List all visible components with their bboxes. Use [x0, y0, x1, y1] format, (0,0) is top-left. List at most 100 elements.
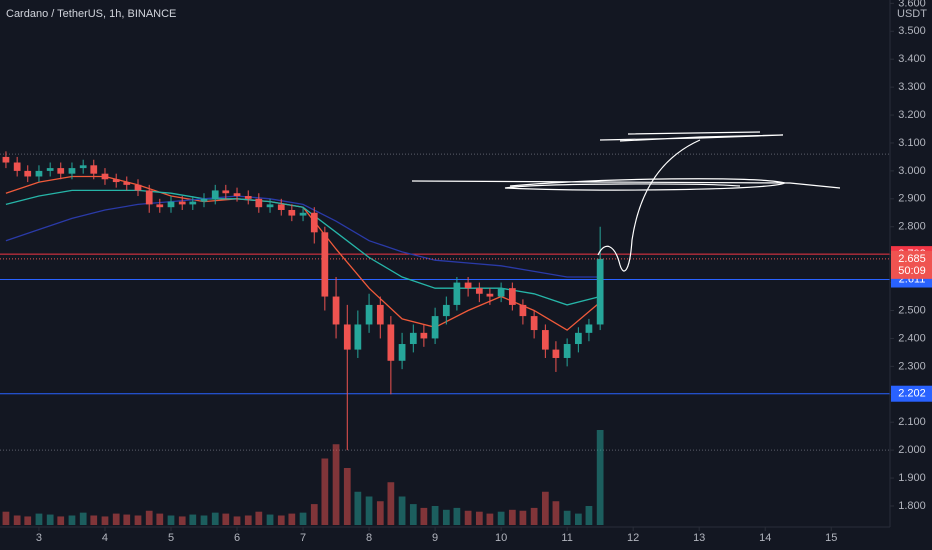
- candle-body: [112, 179, 120, 183]
- y-tick-label: 2.400: [898, 332, 926, 344]
- volume-bar: [277, 515, 285, 525]
- volume-bar: [596, 430, 604, 525]
- candle-body: [101, 173, 109, 180]
- candle-body: [288, 209, 296, 216]
- candle-body: [365, 304, 373, 325]
- x-tick-label: 7: [300, 532, 306, 544]
- candle-body: [35, 170, 43, 177]
- y-tick-label: 3.500: [898, 25, 926, 37]
- moving-average: [5, 195, 601, 278]
- level-tag: [891, 385, 932, 402]
- volume-bar: [101, 516, 109, 525]
- projection: [597, 139, 701, 272]
- volume-bar: [332, 444, 340, 525]
- candle-body: [354, 324, 362, 350]
- volume-bar: [112, 513, 120, 525]
- candle-body: [475, 288, 483, 294]
- volume-bar: [575, 513, 582, 525]
- candle-body: [145, 190, 153, 205]
- candle-body: [387, 324, 395, 361]
- x-tick-label: 10: [495, 532, 507, 544]
- candle-body: [453, 282, 461, 305]
- x-tick-label: 13: [693, 532, 705, 544]
- x-tick-label: 9: [432, 532, 438, 544]
- y-tick-label: 2.800: [898, 221, 926, 233]
- scribble: [411, 178, 841, 191]
- candle-body: [376, 304, 384, 325]
- y-tick-label: 2.000: [898, 444, 926, 456]
- volume-bar: [475, 511, 483, 525]
- candle-body: [321, 232, 329, 297]
- volume-bar: [255, 511, 263, 525]
- volume-bar: [453, 507, 461, 525]
- volume-bar: [541, 491, 549, 525]
- currency: USDT: [897, 8, 927, 20]
- volume-bar: [563, 510, 571, 525]
- volume-bar: [79, 512, 87, 525]
- volume-bar: [211, 512, 219, 525]
- candle-body: [244, 196, 252, 199]
- candle-body: [431, 316, 439, 339]
- candle-body: [585, 324, 593, 333]
- volume-bar: [244, 515, 252, 525]
- volume-bar: [365, 496, 373, 525]
- volume-bar: [299, 512, 307, 525]
- last-price-label: 2.685: [898, 253, 926, 265]
- plot: [0, 151, 890, 525]
- candle-body: [519, 304, 527, 317]
- candle-body: [46, 168, 54, 171]
- volume-bar: [167, 515, 175, 525]
- candle-body: [156, 204, 164, 208]
- volume-bar: [266, 514, 274, 525]
- x-tick-label: 11: [561, 532, 572, 544]
- volume-bar: [68, 515, 76, 525]
- candle-body: [409, 332, 417, 345]
- volume-bar: [508, 509, 516, 525]
- volume-bar: [178, 516, 186, 525]
- candle-body: [13, 162, 21, 171]
- volume-bar: [123, 514, 131, 525]
- volume-bar: [442, 509, 450, 525]
- x-tick-label: 8: [366, 532, 372, 544]
- y-tick-label: 1.800: [898, 500, 926, 512]
- candle-body: [398, 344, 406, 361]
- y-tick-label: 2.300: [898, 360, 926, 372]
- volume-bar: [519, 510, 527, 525]
- y-tick-label: 1.900: [898, 472, 926, 484]
- candle-body: [310, 212, 318, 233]
- volume-bar: [222, 513, 230, 525]
- candle-body: [486, 293, 494, 297]
- level-label: 2.202: [898, 388, 926, 400]
- y-tick-label: 3.000: [898, 165, 926, 177]
- candle-body: [508, 288, 516, 305]
- candle-body: [266, 204, 274, 208]
- volume-bar: [376, 501, 384, 525]
- drawings: [411, 131, 841, 272]
- x-tick-label: 5: [168, 532, 174, 544]
- volume-bar: [200, 515, 208, 525]
- candle-body: [233, 193, 241, 197]
- candle-body: [299, 212, 307, 216]
- candle-body: [178, 201, 186, 205]
- y-tick-label: 3.400: [898, 53, 926, 65]
- volume-bar: [387, 482, 395, 525]
- candle-body: [189, 201, 197, 205]
- candle-body: [541, 330, 549, 350]
- volume-bar: [420, 507, 428, 525]
- volume-bar: [585, 506, 593, 525]
- volume-bar: [486, 513, 494, 525]
- candle-body: [222, 190, 230, 194]
- y-tick-label: 3.200: [898, 109, 926, 121]
- y-tick-label: 3.600: [898, 0, 926, 9]
- y-tick-label: 3.100: [898, 137, 926, 149]
- volume-bar: [145, 510, 153, 525]
- volume-bar: [310, 504, 318, 525]
- candle-body: [255, 198, 263, 208]
- countdown: 50:09: [898, 265, 926, 277]
- x-tick-label: 15: [825, 532, 837, 544]
- volume-bar: [46, 514, 54, 525]
- volume-bar: [431, 506, 439, 525]
- volume-bar: [530, 507, 538, 525]
